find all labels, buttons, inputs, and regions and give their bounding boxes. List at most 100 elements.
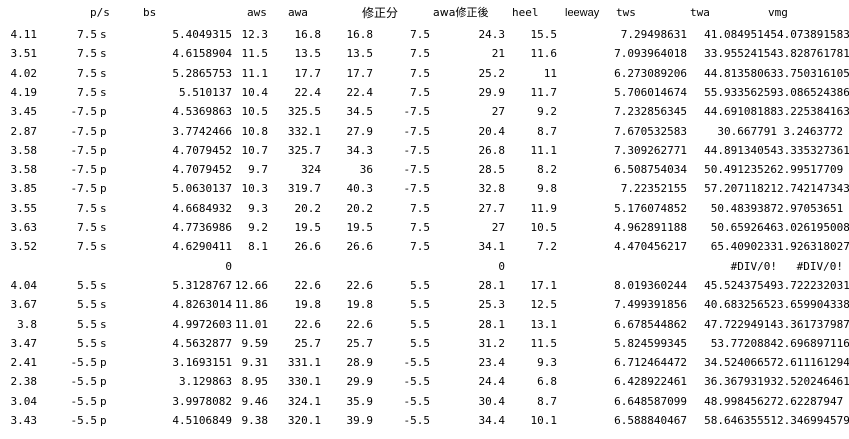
cell-tws[interactable]: 4.470456217 <box>614 240 687 254</box>
cell-twa[interactable]: 41.08495145 <box>704 28 777 41</box>
cell-correction-applied[interactable]: -5.5 <box>403 414 431 427</box>
cell-awa-corrected[interactable]: 34.4 <box>478 414 506 427</box>
cell-correction-applied[interactable]: 7.5 <box>410 47 430 61</box>
cell-awa-corrected[interactable]: 28.5 <box>478 163 506 177</box>
cell-aws[interactable]: 9.31 <box>241 356 269 370</box>
cell-bs[interactable]: 4.5369863 <box>172 105 232 119</box>
cell-correction-applied[interactable]: 7.5 <box>410 201 430 215</box>
cell-leeway[interactable] <box>557 410 587 432</box>
header-cell-aws[interactable]: aws <box>247 6 267 19</box>
cell-vmg[interactable]: 3.335327361 <box>777 143 849 157</box>
cell-awa[interactable]: 325.7 <box>287 143 321 157</box>
cell-aws[interactable]: 10.7 <box>241 143 269 157</box>
cell-vmg[interactable]: 3.225384163 <box>777 105 849 119</box>
cell-value[interactable]: 3.8 <box>17 317 37 331</box>
cell-correction-applied[interactable]: 5.5 <box>410 278 430 292</box>
header-cell-heel[interactable]: heel <box>512 6 539 19</box>
cell-value[interactable]: 3.55 <box>10 201 38 215</box>
cell-correction[interactable]: 34.3 <box>346 143 374 157</box>
cell-twa[interactable]: 40.68325652 <box>704 298 777 312</box>
cell-tws[interactable]: 6.273089206 <box>614 66 687 80</box>
cell-vmg[interactable]: 2.520246461 <box>777 375 849 389</box>
cell-correction[interactable]: 16.8 <box>346 28 374 41</box>
cell-heel[interactable]: 11.9 <box>530 201 558 215</box>
cell-twa[interactable]: 65.4090233 <box>710 240 777 254</box>
cell-offset[interactable]: 5.5 <box>77 336 97 350</box>
cell-aws[interactable]: 11.01 <box>234 317 268 331</box>
cell-tws[interactable]: 6.678544862 <box>614 317 687 331</box>
cell-aws[interactable]: 10.5 <box>241 105 269 119</box>
cell-awa-corrected[interactable]: 21 <box>491 47 505 61</box>
cell-heel[interactable]: 8.7 <box>537 394 557 408</box>
cell-bs[interactable]: 5.510137 <box>179 85 232 99</box>
cell-awa[interactable]: 13.5 <box>294 47 322 61</box>
cell-awa-corrected[interactable]: 27 <box>491 105 505 119</box>
cell-offset[interactable]: -7.5 <box>70 182 98 196</box>
cell-value[interactable]: 3.85 <box>10 182 38 196</box>
cell-correction[interactable]: 40.3 <box>346 182 374 196</box>
cell-tws[interactable]: 6.428922461 <box>614 375 687 389</box>
cell-vmg[interactable]: 4.073891583 <box>777 28 849 41</box>
cell-correction-applied[interactable]: 5.5 <box>410 298 430 312</box>
cell-side[interactable]: p <box>100 394 107 408</box>
cell-twa[interactable]: 48.99845627 <box>704 394 777 408</box>
cell-side[interactable]: s <box>100 66 107 80</box>
header-cell-vmg[interactable]: vmg <box>768 6 788 19</box>
cell-offset[interactable]: 5.5 <box>77 298 97 312</box>
header-cell-bs[interactable]: bs <box>143 6 157 19</box>
cell-twa[interactable]: 50.6592646 <box>710 221 777 234</box>
cell-tws[interactable]: 6.648587099 <box>614 394 687 408</box>
cell-offset[interactable]: -7.5 <box>70 163 98 177</box>
cell-side[interactable]: p <box>100 124 107 138</box>
cell-vmg[interactable]: 3.828761781 <box>777 47 849 61</box>
cell-side[interactable]: s <box>100 336 107 350</box>
cell-aws[interactable]: 9.3 <box>248 201 268 215</box>
cell-value[interactable]: 4.04 <box>10 278 38 292</box>
cell-aws[interactable]: 12.66 <box>234 278 268 292</box>
cell-correction[interactable]: 22.6 <box>346 278 374 292</box>
cell-tws[interactable]: 6.712464472 <box>614 356 687 370</box>
cell-correction[interactable]: 22.6 <box>346 317 374 331</box>
cell-bs[interactable]: 3.1693151 <box>172 356 232 370</box>
cell-awa-corrected[interactable]: 28.1 <box>478 278 506 292</box>
cell-bs[interactable]: 5.4049315 <box>172 28 232 41</box>
cell-side[interactable]: p <box>100 163 107 177</box>
cell-bs[interactable]: 5.2865753 <box>172 66 232 80</box>
cell-bs[interactable]: 4.7079452 <box>172 163 232 177</box>
cell-awa-corrected[interactable]: 31.2 <box>478 336 506 350</box>
cell-awa[interactable]: 319.7 <box>287 182 321 196</box>
cell-side[interactable]: s <box>100 240 107 254</box>
cell-side[interactable]: p <box>100 182 107 196</box>
cell-heel[interactable]: 13.1 <box>530 317 558 331</box>
cell-correction[interactable]: 25.7 <box>346 336 374 350</box>
cell-awa[interactable]: 22.4 <box>294 85 322 99</box>
cell-offset[interactable]: -5.5 <box>70 375 98 389</box>
header-cell-awa-corrected[interactable]: awa修正後 <box>433 6 489 19</box>
cell-heel[interactable]: 11 <box>543 66 557 80</box>
cell-offset[interactable]: -7.5 <box>70 143 98 157</box>
cell-tws[interactable]: 5.176074852 <box>614 201 687 215</box>
cell-vmg[interactable]: 2.742147343 <box>777 182 849 196</box>
cell-twa[interactable]: 44.69108188 <box>704 105 777 119</box>
cell-correction-applied[interactable]: 7.5 <box>410 28 430 41</box>
cell-correction[interactable]: 13.5 <box>346 47 374 61</box>
cell-correction[interactable]: 27.9 <box>346 124 374 138</box>
cell-correction[interactable]: 34.5 <box>346 105 374 119</box>
cell-correction[interactable]: 20.2 <box>346 201 374 215</box>
cell-value[interactable]: 4.19 <box>10 85 38 99</box>
cell-correction-applied[interactable]: -7.5 <box>403 143 431 157</box>
cell-offset[interactable]: 7.5 <box>77 240 97 254</box>
cell-twa[interactable]: 58.64635551 <box>704 414 777 427</box>
cell-offset[interactable]: 7.5 <box>77 28 97 41</box>
cell-bs[interactable]: 4.6684932 <box>172 201 232 215</box>
cell-offset[interactable]: 5.5 <box>77 317 97 331</box>
cell-tws[interactable]: 7.232856345 <box>614 105 687 119</box>
cell-offset[interactable]: 7.5 <box>77 221 97 234</box>
cell-vmg[interactable]: 3.750316105 <box>777 66 849 80</box>
cell-bs[interactable]: 4.5632877 <box>172 336 232 350</box>
cell-tws[interactable]: 7.093964018 <box>614 47 687 61</box>
cell-correction[interactable]: 26.6 <box>346 240 374 254</box>
cell-twa[interactable]: 34.52406657 <box>704 356 777 370</box>
cell-heel[interactable]: 7.2 <box>537 240 557 254</box>
cell-awa[interactable]: 330.1 <box>287 375 321 389</box>
